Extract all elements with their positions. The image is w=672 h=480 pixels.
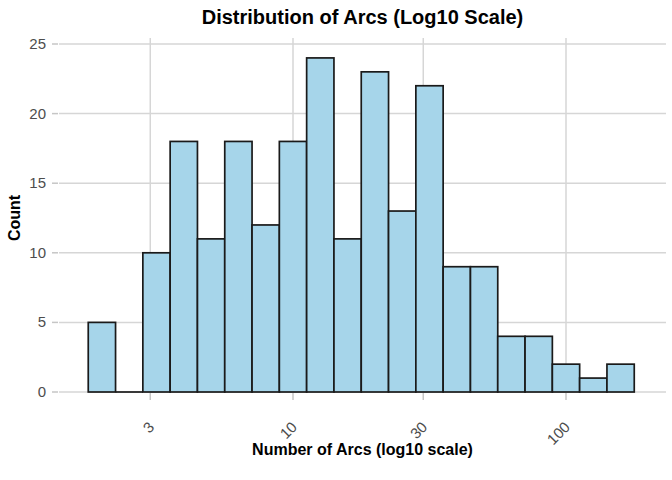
histogram-bar <box>252 225 279 392</box>
histogram-bar <box>416 86 443 392</box>
histogram-bar <box>279 141 306 392</box>
x-tick-label: 10 <box>276 418 300 442</box>
histogram-chart: Distribution of Arcs (Log10 Scale) Count… <box>0 0 672 480</box>
histogram-bar <box>498 336 525 392</box>
y-tick-label: 20 <box>29 105 46 122</box>
histogram-bar <box>361 72 388 392</box>
x-tick-label: 30 <box>407 418 431 442</box>
histogram-bar <box>88 322 115 392</box>
histogram-bar <box>143 253 170 392</box>
y-tick-label: 10 <box>29 244 46 261</box>
histogram-bar <box>334 239 361 392</box>
histogram-bar <box>170 141 197 392</box>
histogram-bar <box>389 211 416 392</box>
histogram-bar <box>443 267 470 392</box>
plot-area: 0 5 10 15 20 25 3 10 30 100 <box>0 0 672 480</box>
x-tick-label: 100 <box>543 418 573 448</box>
histogram-bar <box>225 141 252 392</box>
histogram-bar <box>307 58 334 392</box>
y-tick-label: 5 <box>38 313 46 330</box>
histogram-bar <box>197 239 224 392</box>
histogram-bar <box>607 364 634 392</box>
histogram-bar <box>552 364 579 392</box>
histogram-bar <box>580 378 607 392</box>
y-tick-label: 0 <box>38 383 46 400</box>
histogram-bar <box>470 267 497 392</box>
histogram-bar <box>525 336 552 392</box>
y-tick-label: 25 <box>29 35 46 52</box>
x-tick-label: 3 <box>139 418 157 436</box>
y-tick-label: 15 <box>29 174 46 191</box>
